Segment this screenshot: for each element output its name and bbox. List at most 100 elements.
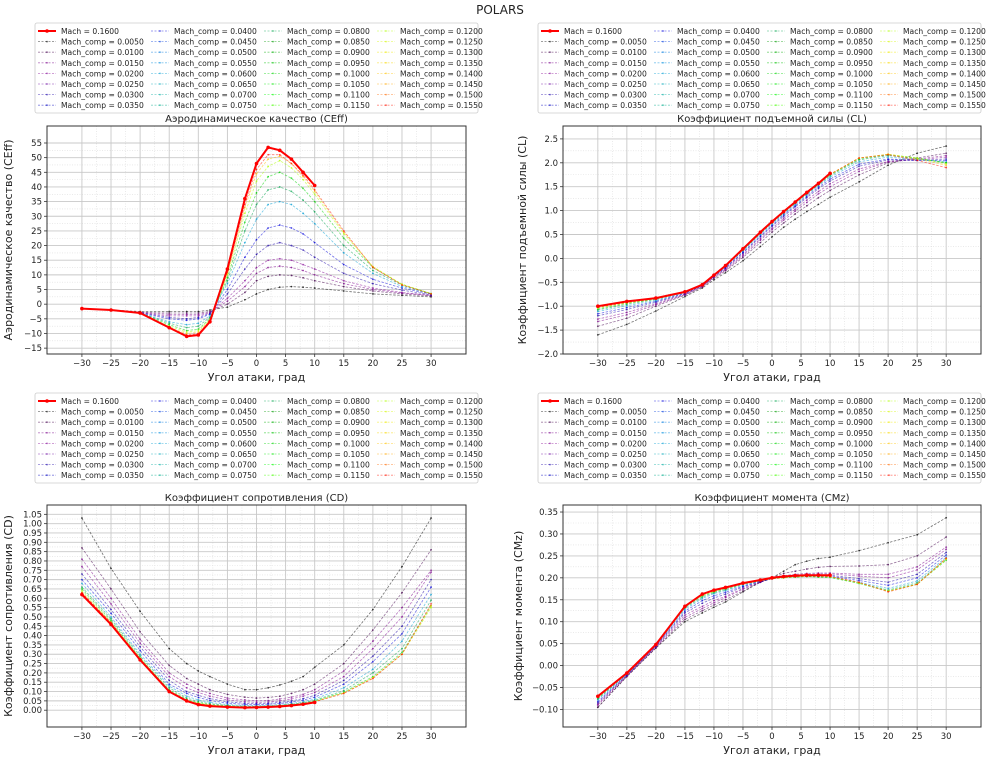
data-point [266,705,270,709]
data-point [81,578,83,581]
legend-label: Mach_comp = 0.1050 [790,80,873,89]
legend-label: Mach_comp = 0.1450 [400,450,483,459]
x-tick-label: −10 [189,359,207,369]
legend-marker [159,410,161,413]
data-point [167,689,172,694]
data-point [168,323,171,326]
data-point [683,604,687,609]
x-tick-label: 10 [825,359,836,369]
legend-label: Mach_comp = 0.1200 [400,397,483,406]
legend-marker [272,474,274,477]
axes-frame [562,504,982,728]
data-point [887,563,890,566]
data-point [290,698,293,700]
legend-label: Mach_comp = 0.1150 [287,471,370,480]
data-point [805,190,809,195]
y-tick-label: 0.40 [23,632,42,642]
data-point [945,166,948,169]
data-point [596,701,599,704]
data-point [887,587,890,590]
legend-label: Mach_comp = 0.1300 [903,418,986,427]
legend-marker [662,410,664,413]
data-point [197,699,200,701]
data-point [713,594,715,597]
data-point [858,549,860,552]
legend-label: Mach_comp = 0.1100 [287,91,370,100]
y-axis-label: Коэффициент сопротивления (CD) [2,515,15,717]
data-point [817,196,820,199]
legend-marker [272,83,274,85]
data-point [267,158,270,161]
legend-label: Mach_comp = 0.0050 [61,408,144,417]
legend-label: Mach_comp = 0.0850 [287,408,370,417]
data-point [945,557,948,559]
data-point [185,697,188,699]
data-point [742,259,744,262]
x-tick-label: −20 [647,732,665,742]
legend-label: Mach_comp = 0.1550 [400,471,483,480]
data-point [255,701,258,704]
data-point [596,700,599,703]
legend-label: Mach_comp = 0.0750 [677,471,760,480]
data-point [185,683,188,685]
data-point [684,295,686,298]
legend-label: Mach_comp = 0.0250 [564,80,647,89]
x-tick-label: −5 [221,359,234,369]
data-point [278,200,281,203]
legend-marker [385,410,387,413]
legend-marker [662,93,664,96]
data-point [916,581,919,584]
y-tick-label: 1.00 [23,520,42,530]
data-point [805,573,809,577]
data-point [225,267,230,271]
data-point [371,278,374,281]
data-point [771,224,773,227]
legend-label: Mach_comp = 0.0650 [174,450,257,459]
data-point [805,568,808,570]
data-point [267,686,270,689]
data-point [184,699,189,703]
x-tick-label: 10 [825,732,836,742]
data-point [887,576,890,579]
data-point [278,699,281,702]
data-point [887,541,890,544]
x-tick-label: −30 [589,359,607,369]
data-point [829,182,831,185]
data-point [243,699,246,701]
data-point [290,692,293,695]
data-point [313,287,316,289]
y-tick-label: 0.45 [23,622,42,632]
data-point [371,640,374,643]
data-point [793,573,798,578]
y-tick-label: 0.60 [23,594,42,604]
legend-marker [46,72,48,75]
legend-label: Mach_comp = 0.0750 [174,471,257,480]
x-tick-label: −25 [102,732,120,742]
legend-marker [549,453,551,455]
data-point [290,699,293,702]
data-point [185,319,188,322]
legend-label: Mach_comp = 0.0950 [790,59,873,68]
data-point [243,285,246,288]
legend-marker [46,104,48,107]
data-point [371,288,374,291]
data-point [596,694,600,699]
data-point [302,695,304,698]
data-point [401,632,403,635]
data-point [243,291,246,294]
legend-label: Mach_comp = 0.1450 [903,80,986,89]
data-point [342,689,345,692]
x-tick-label: 15 [854,732,865,742]
data-point [401,625,403,628]
data-point [742,256,744,259]
legend-marker [888,421,890,424]
data-point [243,230,246,232]
data-point [313,279,316,282]
data-point [816,573,821,577]
x-tick-label: 15 [854,359,865,369]
data-point [887,153,890,156]
data-point [226,683,229,685]
data-point [701,607,704,610]
